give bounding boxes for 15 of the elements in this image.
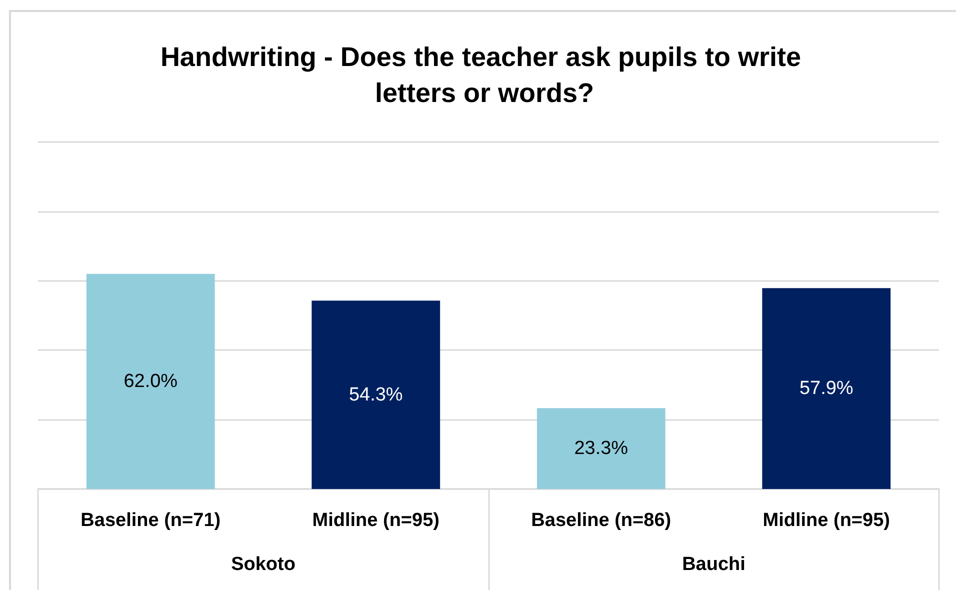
data-label: 23.3% — [574, 438, 628, 460]
bar — [762, 288, 891, 489]
x-tick-label: Midline (n=95) — [312, 510, 440, 531]
x-tick-label: Baseline (n=71) — [80, 510, 221, 531]
data-label: 57.9% — [799, 378, 854, 400]
bar — [86, 274, 215, 489]
bar — [536, 408, 666, 489]
x-tick-label: Midline (n=95) — [762, 510, 890, 531]
chart-title: Handwriting - Does the teacher ask pupils to write letters or words? — [160, 42, 809, 108]
text: Sokoto — [231, 554, 296, 575]
data-label: 54.3% — [348, 384, 403, 406]
bar — [312, 300, 440, 489]
data-label: 62.0% — [124, 370, 178, 392]
text: Bauchi — [682, 554, 746, 575]
x-tick-label: Baseline (n=86) — [531, 510, 672, 531]
